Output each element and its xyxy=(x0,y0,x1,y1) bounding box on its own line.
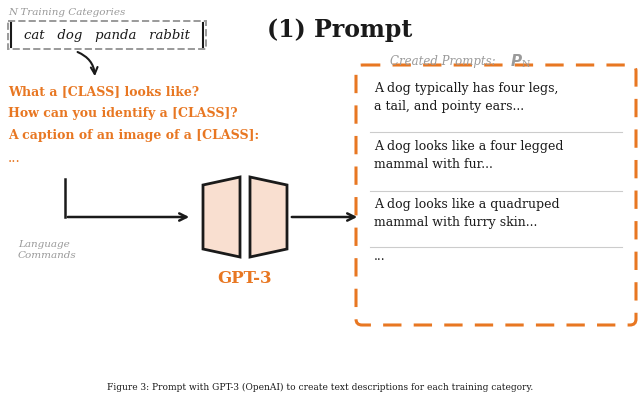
Polygon shape xyxy=(203,178,240,257)
Text: A caption of an image of a [CLASS]:: A caption of an image of a [CLASS]: xyxy=(8,129,259,142)
Text: Language
Commands: Language Commands xyxy=(18,239,77,259)
Text: ...: ... xyxy=(8,151,20,164)
Polygon shape xyxy=(250,178,287,257)
Text: A dog looks like a quadruped
mammal with furry skin...: A dog looks like a quadruped mammal with… xyxy=(374,198,559,229)
FancyBboxPatch shape xyxy=(356,66,636,325)
Text: Created Prompts:: Created Prompts: xyxy=(390,55,499,68)
Text: What a [CLASS] looks like?: What a [CLASS] looks like? xyxy=(8,85,199,98)
Text: cat   dog   panda   rabbit: cat dog panda rabbit xyxy=(24,29,190,43)
Text: $\bfit{P}$: $\bfit{P}$ xyxy=(510,53,523,69)
Text: (1) Prompt: (1) Prompt xyxy=(268,18,413,42)
Text: N: N xyxy=(522,60,531,69)
Text: How can you identify a [CLASS]?: How can you identify a [CLASS]? xyxy=(8,107,237,120)
Text: A dog looks like a four legged
mammal with fur...: A dog looks like a four legged mammal wi… xyxy=(374,140,563,170)
FancyBboxPatch shape xyxy=(8,22,206,50)
Text: A dog typically has four legs,
a tail, and pointy ears...: A dog typically has four legs, a tail, a… xyxy=(374,82,558,113)
Text: GPT-3: GPT-3 xyxy=(218,269,272,286)
Text: Figure 3: Prompt with GPT-3 (OpenAI) to create text descriptions for each traini: Figure 3: Prompt with GPT-3 (OpenAI) to … xyxy=(107,382,533,391)
Text: ...: ... xyxy=(374,249,386,262)
Text: N Training Categories: N Training Categories xyxy=(8,8,125,17)
